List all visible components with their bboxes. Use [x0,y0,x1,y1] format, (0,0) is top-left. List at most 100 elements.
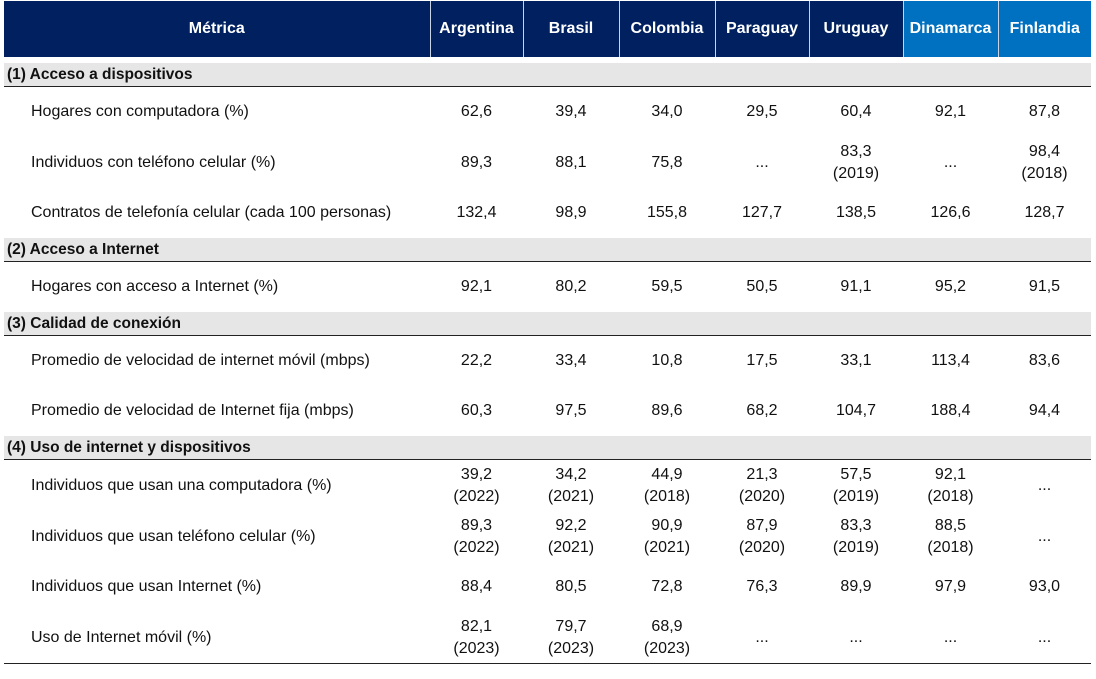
value-cell: 155,8 [619,188,715,238]
cell-value: 88,5 [934,516,967,534]
cell-value: 91,5 [1028,278,1061,295]
cell-year: (2019) [832,538,880,556]
value-cell: 82,1 (2023) [430,612,523,664]
cell-year: (2019) [832,487,880,505]
value-cell: 89,9 [809,562,903,612]
table-row: Hogares con acceso a Internet (%) 92,1 80,… [4,262,1091,313]
value-cell: 60,4 [809,87,903,138]
value-cell: 68,2 [715,386,809,436]
cell-value: ... [755,153,769,171]
value-cell: ... [903,137,998,188]
cell-value: ... [1037,476,1052,494]
cell-value: 76,3 [746,578,778,595]
metric-label: Individuos que usan teléfono celular (%) [31,527,316,545]
value-cell: 98,4 (2018) [998,137,1091,188]
cell-value: 75,8 [651,153,683,171]
cell-value: 79,7 [555,617,587,635]
cell-value: 98,4 [1028,142,1061,160]
value-cell: 10,8 [619,336,715,387]
cell-value: 89,6 [651,402,683,419]
metric-label: Contratos de telefonía celular (cada 100… [31,204,392,221]
value-cell: 88,5 (2018) [903,511,998,562]
value-cell: 128,7 [998,188,1091,238]
cell-value: 92,1 [460,278,493,295]
cell-value: 33,4 [555,352,587,369]
value-cell: 39,2 (2022) [430,460,523,512]
cell-value: 34,2 [555,465,587,483]
value-cell: 104,7 [809,386,903,436]
value-cell: 92,2 (2021) [523,511,619,562]
cell-value: 91,1 [840,278,872,295]
table-row: Individuos que usan teléfono celular (%)… [4,511,1091,562]
cell-value: 87,8 [1028,103,1061,120]
value-cell: ... [715,612,809,664]
cell-value: 17,5 [746,352,778,369]
cell-year: (2021) [643,538,691,556]
header-metric: Métrica [4,1,430,57]
cell-value: 87,9 [746,516,778,534]
cell-value: 22,2 [460,352,493,369]
value-cell: 72,8 [619,562,715,612]
value-cell: 57,5 (2019) [809,460,903,512]
cell-year: (2021) [547,487,595,505]
cell-value: 138,5 [835,204,877,221]
cell-value: 88,4 [460,578,493,595]
value-cell: 95,2 [903,262,998,313]
table-row: Contratos de telefonía celular (cada 100… [4,188,1091,238]
cell-value: ... [1037,527,1052,545]
value-cell: 91,1 [809,262,903,313]
cell-value: 62,6 [460,103,493,120]
metric-label: Individuos que usan Internet (%) [31,578,262,595]
value-cell: 17,5 [715,336,809,387]
section-header: (2) Acceso a Internet [4,238,1091,262]
value-cell: ... [998,460,1091,512]
value-cell: 34,0 [619,87,715,138]
metric-label: Uso de Internet móvil (%) [4,612,430,664]
cell-value: ... [1037,628,1052,646]
cell-value: 59,5 [651,278,683,295]
value-cell: 188,4 [903,386,998,436]
cell-year: (2023) [643,639,691,657]
value-cell: 126,6 [903,188,998,238]
value-cell: 75,8 [619,137,715,188]
value-cell: ... [998,612,1091,664]
cell-value: 90,9 [651,516,683,534]
value-cell: 87,8 [998,87,1091,138]
value-cell: ... [903,612,998,664]
cell-value: 188,4 [930,402,971,419]
value-cell: 113,4 [903,336,998,387]
header-uruguay: Uruguay [808,1,903,57]
cell-value: 132,4 [456,204,497,221]
cell-value: 60,4 [840,103,872,120]
cell-year: (2022) [453,487,500,505]
metric-label: Hogares con computadora (%) [31,103,249,120]
cell-year: (2021) [547,538,595,556]
cell-value: 60,3 [460,402,493,419]
header-paraguay: Paraguay [714,1,809,57]
table-row: Hogares con computadora (%) 62,6 39,4 34,0 2… [4,87,1091,138]
table-row: Individuos que usan Internet (%) 88,4 80,5… [4,562,1091,612]
cell-value: 98,9 [555,204,587,221]
value-cell: 21,3 (2020) [715,460,809,512]
cell-value: 89,3 [460,516,493,534]
section-title: (1) Acceso a dispositivos [4,63,1091,87]
value-cell: 83,3 (2019) [809,137,903,188]
section-header: (3) Calidad de conexión [4,312,1091,336]
value-cell: 50,5 [715,262,809,313]
cell-value: 93,0 [1028,578,1061,595]
value-cell: 62,6 [430,87,523,138]
cell-value: 92,2 [555,516,587,534]
cell-value: 39,4 [555,103,587,120]
cell-value: 126,6 [930,204,971,221]
cell-value: 83,3 [840,142,872,160]
value-cell: 80,2 [523,262,619,313]
cell-year: (2018) [1021,164,1068,182]
value-cell: ... [998,511,1091,562]
cell-value: 83,6 [1028,352,1061,369]
metric-label: Promedio de velocidad de internet móvil … [31,352,370,369]
value-cell: 76,3 [715,562,809,612]
cell-value: 50,5 [746,278,778,295]
table-row: Individuos que usan una computadora (%) 3… [4,460,1091,512]
value-cell: 34,2 (2021) [523,460,619,512]
value-cell: 91,5 [998,262,1091,313]
